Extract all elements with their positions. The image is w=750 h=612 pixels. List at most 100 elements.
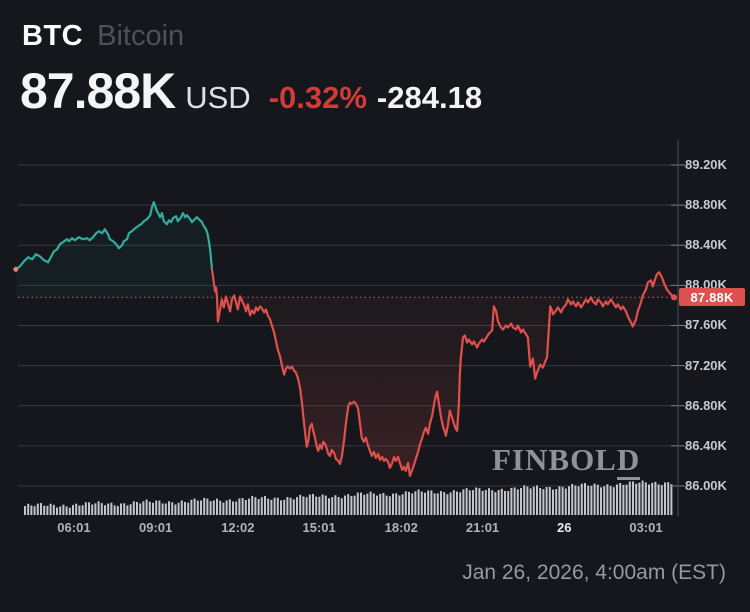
volume-bar xyxy=(465,488,468,515)
volume-bar xyxy=(555,489,558,515)
volume-bar xyxy=(488,488,490,515)
price-markers xyxy=(13,266,678,301)
volume-bar xyxy=(539,487,542,515)
volume-bar xyxy=(369,491,372,515)
volume-bar xyxy=(600,487,602,515)
volume-bar xyxy=(388,496,391,515)
volume-bar xyxy=(596,484,599,515)
volume-bar xyxy=(350,495,353,515)
volume-bar xyxy=(49,503,52,515)
volume-bar xyxy=(552,489,554,515)
volume-bar xyxy=(280,500,282,515)
volume-bar xyxy=(564,488,567,515)
volume-bar xyxy=(110,502,113,515)
volume-bar xyxy=(571,483,574,515)
x-axis-label: 09:01 xyxy=(139,520,173,535)
volume-bar xyxy=(382,492,385,515)
volume-bar xyxy=(187,502,190,515)
volume-bar xyxy=(360,492,362,515)
volume-bar xyxy=(132,501,135,515)
volume-bar xyxy=(449,492,452,515)
volume-bar xyxy=(628,481,631,515)
volume-bar xyxy=(62,504,65,515)
price-line-below-open xyxy=(210,268,676,477)
volume-bar xyxy=(548,486,551,515)
volume-bar xyxy=(174,504,177,515)
volume-bar xyxy=(321,494,324,515)
volume-bar xyxy=(168,501,170,515)
volume-bar xyxy=(244,500,247,515)
volume-bar xyxy=(616,484,618,515)
volume-bar xyxy=(436,493,439,515)
volume-bar xyxy=(353,495,356,515)
volume-bar xyxy=(584,483,586,515)
asset-name: Bitcoin xyxy=(97,20,185,52)
volume-bar xyxy=(299,494,302,515)
volume-bar xyxy=(126,505,129,515)
volume-bar xyxy=(484,489,487,515)
volume-bar xyxy=(283,499,286,515)
volume-bar xyxy=(516,489,519,515)
volume-bar xyxy=(328,498,330,515)
volume-bar xyxy=(385,495,388,515)
area-fill-below-open xyxy=(212,269,675,476)
volume-bar xyxy=(404,491,407,515)
volume-bar xyxy=(158,500,161,515)
session-open-marker xyxy=(13,266,19,272)
price-row: 87.88K USD -0.32% -284.18 xyxy=(20,62,482,120)
volume-bar xyxy=(497,490,500,515)
volume-bar xyxy=(510,487,513,515)
volume-bar xyxy=(657,484,660,515)
volume-bar xyxy=(513,487,516,515)
volume-bar xyxy=(196,500,199,515)
volume-bar xyxy=(161,503,164,515)
volume-bar xyxy=(622,484,625,515)
volume-bar xyxy=(443,492,446,515)
volume-bar xyxy=(664,482,666,515)
volume-bar xyxy=(593,483,596,515)
volume-bar xyxy=(286,497,289,515)
volume-bar xyxy=(308,494,311,515)
volume-bar xyxy=(43,505,46,515)
volume-bar xyxy=(305,497,308,515)
y-axis-label: 89.20K xyxy=(685,157,727,172)
volume-bar xyxy=(395,493,398,515)
volume-bar xyxy=(33,506,36,515)
volume-bar xyxy=(203,497,206,515)
asset-symbol: BTC xyxy=(22,20,84,52)
volume-bar xyxy=(590,485,593,515)
volume-bar xyxy=(78,505,81,515)
volume-bar xyxy=(257,499,260,515)
volume-bar xyxy=(254,497,257,515)
volume-bar xyxy=(292,499,295,515)
volume-bar xyxy=(545,486,548,515)
volume-bar xyxy=(363,494,366,515)
volume-bar xyxy=(446,494,449,515)
volume-bar xyxy=(251,495,254,515)
volume-bar xyxy=(241,498,244,515)
y-axis-label: 86.80K xyxy=(685,397,727,413)
volume-bar xyxy=(670,484,673,515)
volume-bar xyxy=(68,507,71,515)
footer-timestamp: Jan 26, 2026, 4:00am (EST) xyxy=(462,561,726,584)
volume-bar xyxy=(379,493,382,515)
volume-bar xyxy=(206,498,209,515)
watermark-text: FINBOL xyxy=(492,442,617,477)
volume-bar xyxy=(356,492,359,515)
y-axis-label: 86.40K xyxy=(685,437,727,453)
volume-bar xyxy=(107,503,110,515)
volume-bar xyxy=(91,504,94,515)
volume-bar xyxy=(411,493,414,515)
volume-bar xyxy=(372,493,375,515)
volume-bar xyxy=(312,493,314,515)
volume-bar xyxy=(264,496,266,515)
volume-bar xyxy=(142,501,145,515)
y-axis-label: 87.60K xyxy=(685,317,727,333)
x-axis-label: 03:01 xyxy=(629,520,663,535)
volume-bar xyxy=(433,493,436,515)
volume-bar xyxy=(209,501,212,515)
volume-bar xyxy=(417,489,420,515)
